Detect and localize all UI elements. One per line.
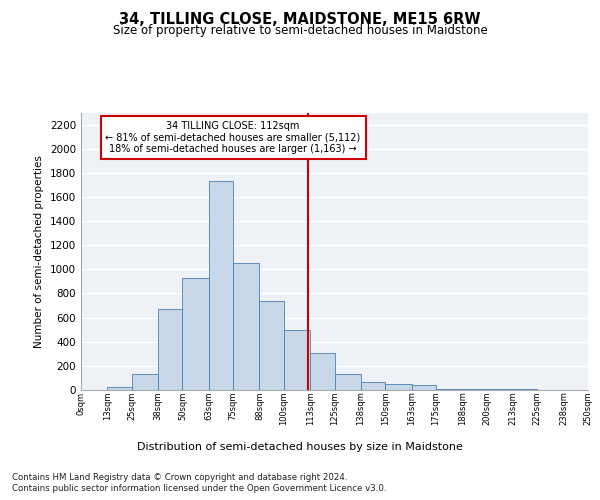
Bar	[182, 278, 209, 390]
Bar	[107, 387, 132, 390]
Text: 34 TILLING CLOSE: 112sqm
← 81% of semi-detached houses are smaller (5,112)
18% o: 34 TILLING CLOSE: 112sqm ← 81% of semi-d…	[106, 121, 361, 154]
Text: Distribution of semi-detached houses by size in Maidstone: Distribution of semi-detached houses by …	[137, 442, 463, 452]
Bar	[412, 385, 436, 390]
Bar	[209, 182, 233, 390]
Bar	[259, 302, 284, 390]
Bar	[310, 352, 335, 390]
Bar	[361, 382, 385, 390]
Text: Size of property relative to semi-detached houses in Maidstone: Size of property relative to semi-detach…	[113, 24, 487, 37]
Bar	[132, 374, 158, 390]
Y-axis label: Number of semi-detached properties: Number of semi-detached properties	[34, 155, 44, 348]
Bar	[233, 262, 259, 390]
Bar	[158, 309, 182, 390]
Text: Contains HM Land Registry data © Crown copyright and database right 2024.: Contains HM Land Registry data © Crown c…	[12, 472, 347, 482]
Bar	[385, 384, 412, 390]
Bar	[284, 330, 310, 390]
Bar	[335, 374, 361, 390]
Text: Contains public sector information licensed under the Open Government Licence v3: Contains public sector information licen…	[12, 484, 386, 493]
Text: 34, TILLING CLOSE, MAIDSTONE, ME15 6RW: 34, TILLING CLOSE, MAIDSTONE, ME15 6RW	[119, 12, 481, 28]
